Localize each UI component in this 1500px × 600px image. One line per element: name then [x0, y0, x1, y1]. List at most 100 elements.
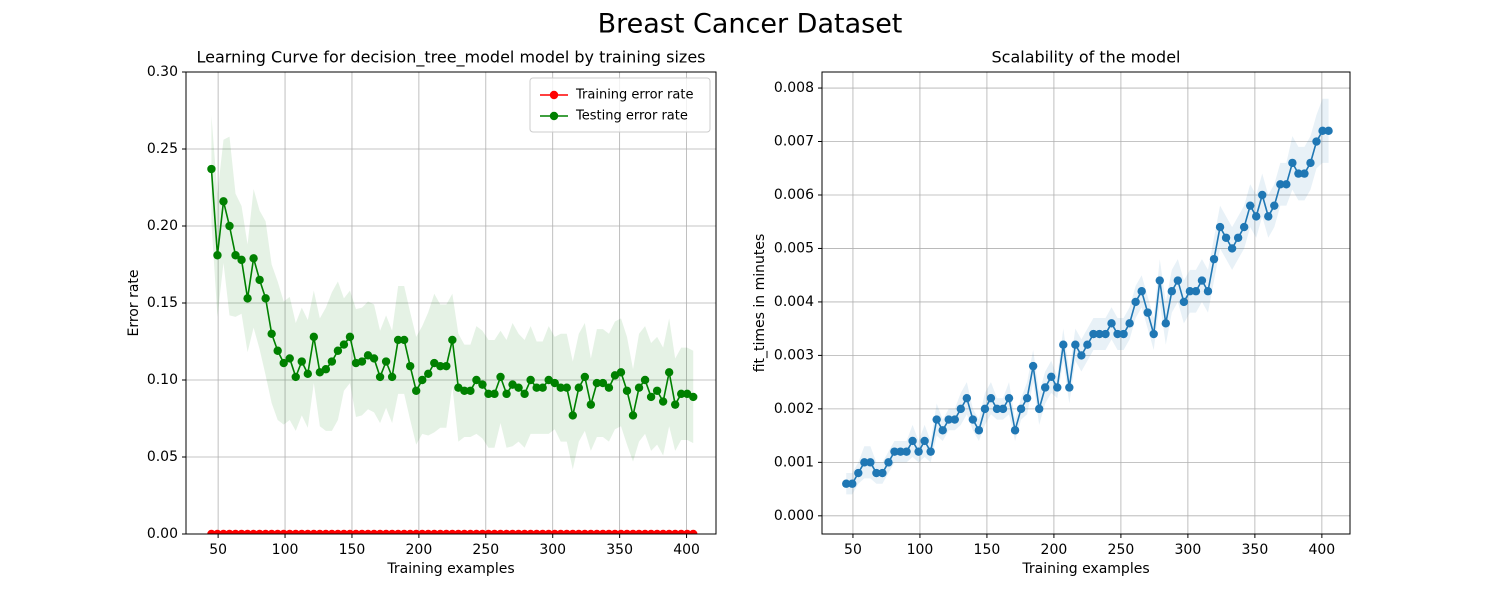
- x-tick-label: 200: [406, 542, 433, 558]
- y-tick-label: 0.05: [147, 449, 178, 465]
- point: [616, 368, 626, 377]
- point: [848, 479, 857, 488]
- point: [992, 404, 1002, 414]
- point: [1227, 244, 1237, 253]
- point: [225, 221, 234, 231]
- point: [442, 361, 451, 371]
- y-tick-label: 0.007: [774, 134, 814, 150]
- legend-marker: [549, 90, 559, 100]
- point: [926, 447, 935, 456]
- point: [1149, 329, 1158, 339]
- point: [1288, 158, 1297, 168]
- point: [412, 386, 421, 395]
- point: [689, 392, 698, 402]
- y-tick-label: 0.006: [774, 187, 814, 203]
- point: [956, 404, 965, 414]
- point: [375, 372, 385, 382]
- point: [1264, 212, 1273, 221]
- point: [1209, 254, 1219, 264]
- point: [424, 369, 433, 379]
- point: [1197, 276, 1207, 285]
- point: [968, 415, 978, 424]
- point: [604, 383, 614, 392]
- point: [484, 389, 493, 399]
- point: [460, 386, 469, 395]
- point: [884, 458, 893, 467]
- point: [1294, 169, 1303, 178]
- point: [1324, 126, 1333, 136]
- point: [1143, 308, 1152, 317]
- point: [243, 294, 252, 303]
- point: [387, 372, 397, 382]
- point: [1203, 287, 1213, 296]
- point: [1022, 393, 1032, 403]
- point: [652, 386, 662, 395]
- y-tick-label: 0.004: [774, 294, 814, 310]
- x-tick-label: 50: [209, 542, 227, 558]
- point: [677, 389, 686, 399]
- point: [860, 458, 869, 467]
- point: [920, 436, 929, 446]
- point: [321, 365, 331, 374]
- std-band: [211, 115, 694, 470]
- point: [267, 329, 276, 338]
- point: [303, 369, 312, 379]
- point: [213, 251, 222, 260]
- point: [1161, 319, 1170, 328]
- point: [932, 415, 941, 424]
- point: [219, 197, 228, 206]
- point: [689, 529, 698, 534]
- x-tick-label: 300: [1175, 542, 1202, 558]
- x-tick-label: 400: [1308, 542, 1335, 558]
- x-tick-label: 350: [1242, 542, 1269, 558]
- point: [1053, 383, 1062, 392]
- point: [327, 357, 337, 366]
- point: [231, 251, 240, 260]
- x-tick-label: 100: [907, 542, 934, 558]
- point: [640, 375, 650, 385]
- point: [1107, 319, 1116, 328]
- plot-area: [842, 98, 1333, 495]
- point: [1185, 287, 1195, 296]
- point: [538, 383, 547, 392]
- point: [333, 346, 343, 355]
- point: [1065, 383, 1074, 392]
- point: [279, 358, 288, 368]
- point: [1312, 137, 1321, 146]
- point: [249, 254, 258, 263]
- point: [1300, 169, 1309, 178]
- point: [1318, 126, 1327, 136]
- point: [1101, 329, 1110, 339]
- point: [670, 400, 680, 409]
- point: [556, 383, 565, 392]
- point: [1191, 287, 1201, 296]
- plot-area: [207, 115, 698, 534]
- point: [896, 447, 905, 456]
- legend-label: Training error rate: [575, 88, 693, 103]
- point: [393, 335, 403, 345]
- point: [842, 479, 851, 488]
- point: [1179, 297, 1189, 307]
- point: [944, 415, 953, 424]
- point: [938, 426, 947, 435]
- point: [526, 375, 535, 385]
- point: [586, 400, 596, 409]
- point: [1016, 404, 1026, 414]
- point: [520, 389, 529, 399]
- point: [369, 354, 379, 363]
- point: [1010, 426, 1020, 435]
- x-tick-label: 50: [844, 542, 862, 558]
- x-tick-label: 150: [974, 542, 1001, 558]
- point: [1270, 201, 1279, 210]
- x-tick-label: 150: [339, 542, 366, 558]
- legend-label: Testing error rate: [575, 109, 688, 124]
- point: [1252, 212, 1261, 221]
- point: [478, 380, 487, 389]
- x-tick-label: 350: [606, 542, 633, 558]
- point: [634, 383, 644, 392]
- y-tick-label: 0.30: [147, 64, 178, 80]
- y-tick-label: 0.15: [147, 295, 178, 311]
- point: [1083, 340, 1092, 349]
- y-tick-label: 0.003: [774, 347, 814, 363]
- point: [950, 415, 959, 424]
